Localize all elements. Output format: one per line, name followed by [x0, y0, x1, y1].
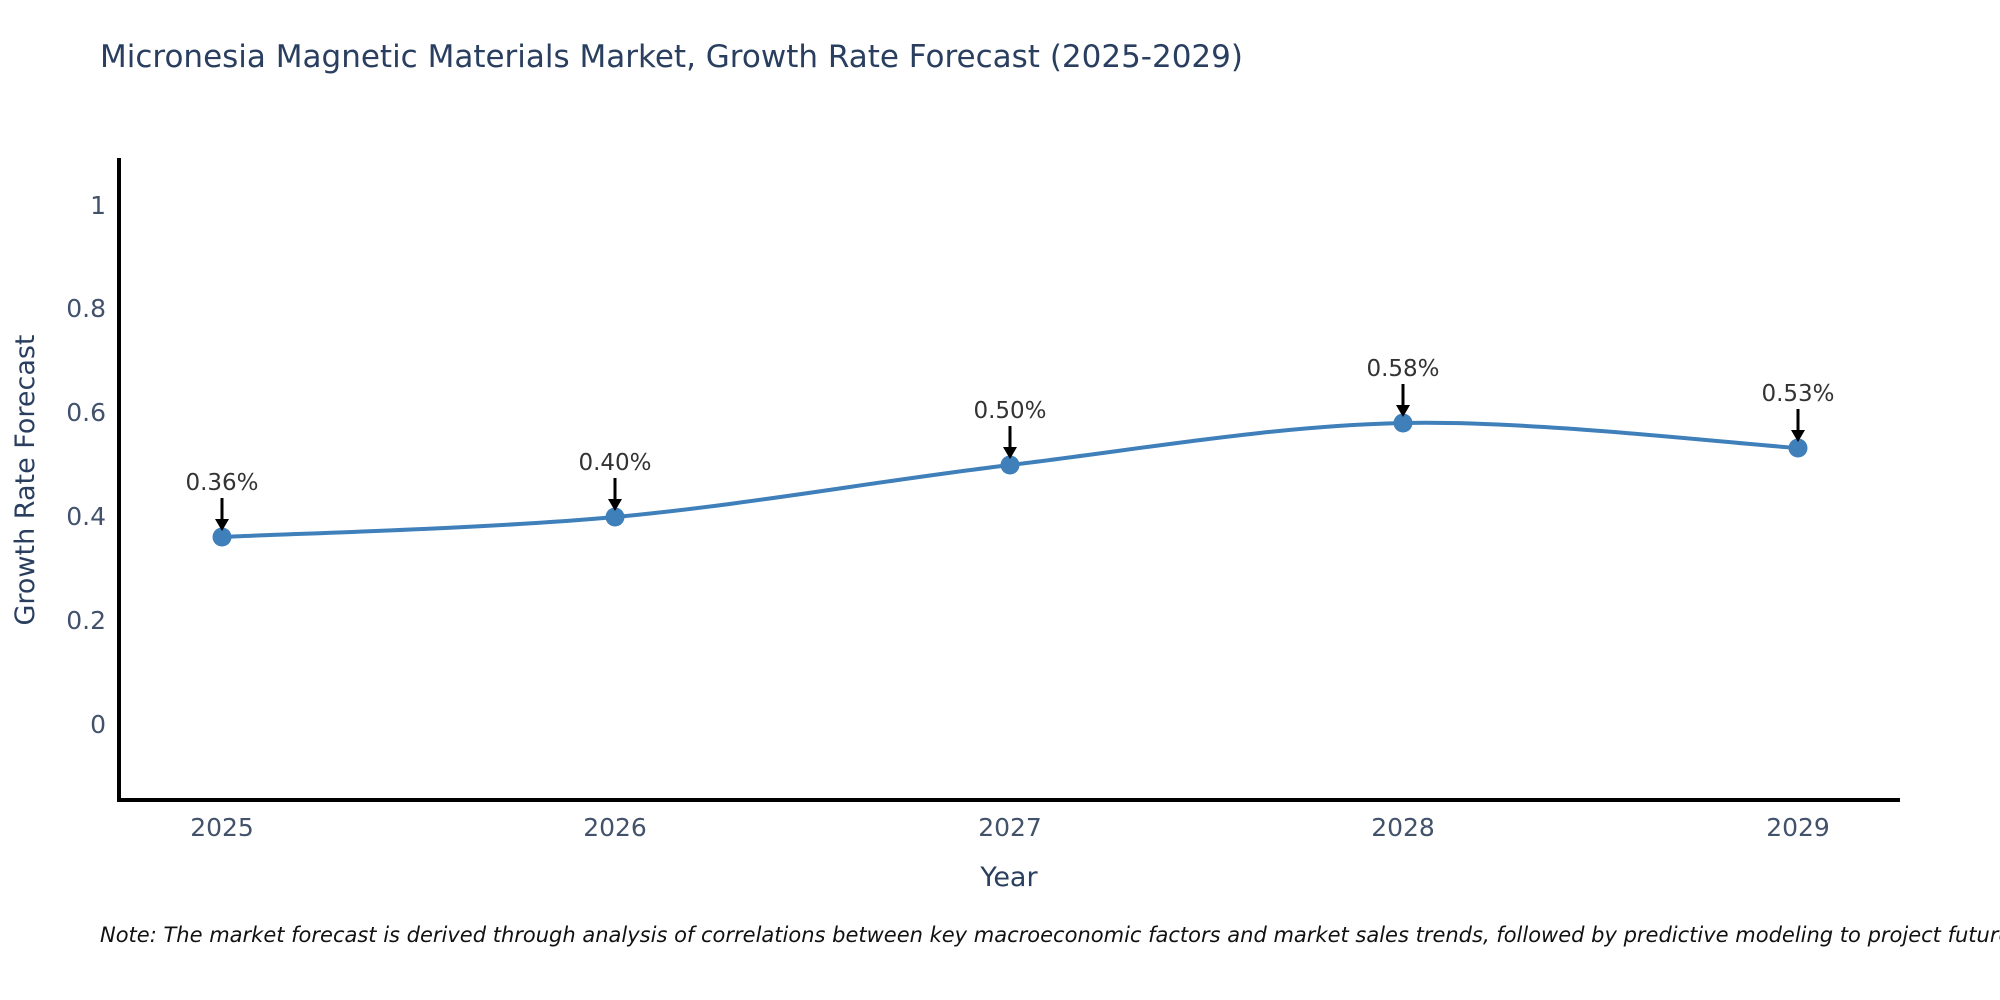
y-tick-label: 0 — [90, 710, 106, 739]
annotation-arrow — [608, 478, 622, 511]
data-point-marker-2027 — [1000, 455, 1020, 475]
x-tick-label: 2029 — [1766, 813, 1830, 842]
footnote: Note: The market forecast is derived thr… — [100, 923, 2000, 947]
x-tick-label: 2025 — [190, 813, 254, 842]
x-tick-label: 2027 — [978, 813, 1042, 842]
annotation-arrow — [215, 498, 229, 531]
x-axis-title: Year — [979, 862, 1038, 893]
y-axis-title: Growth Rate Forecast — [10, 334, 41, 625]
annotation-label: 0.36% — [185, 470, 258, 496]
y-tick-label: 0.2 — [66, 606, 106, 635]
x-tick-label: 2028 — [1371, 813, 1435, 842]
chart-title: Micronesia Magnetic Materials Market, Gr… — [100, 39, 1243, 75]
data-point-marker-2029 — [1788, 438, 1808, 458]
data-point-marker-2025 — [212, 527, 232, 547]
y-tick-label: 0.4 — [66, 502, 106, 531]
y-tick-label: 0.6 — [66, 398, 106, 427]
data-point-marker-2026 — [605, 507, 625, 527]
annotation-arrow — [1791, 409, 1805, 442]
y-tick-label: 1 — [90, 191, 106, 220]
x-tick-label: 2026 — [583, 813, 647, 842]
annotation-label: 0.50% — [973, 398, 1046, 424]
annotation-label: 0.53% — [1761, 381, 1834, 407]
data-point-marker-2028 — [1393, 413, 1413, 433]
annotation-label: 0.58% — [1366, 356, 1439, 382]
y-tick-label: 0.8 — [66, 294, 106, 323]
annotation-label: 0.40% — [578, 450, 651, 476]
annotation-arrow — [1396, 384, 1410, 417]
annotation-arrow — [1003, 426, 1017, 459]
